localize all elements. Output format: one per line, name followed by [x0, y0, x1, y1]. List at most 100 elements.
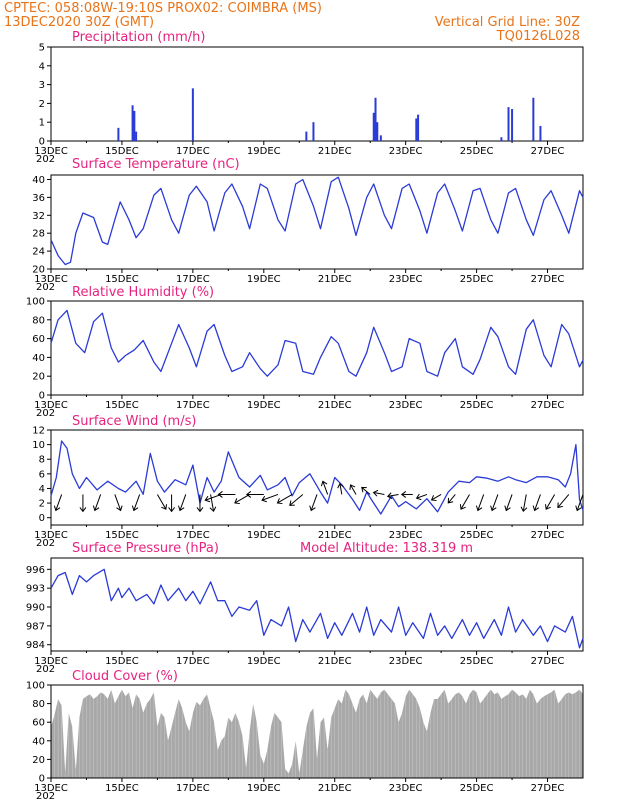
- wind-arrow: [114, 494, 122, 511]
- precip-xtick-label: 17DEC: [176, 146, 210, 157]
- wind-arrow-head: [196, 507, 204, 513]
- cloud-ytick-label: 40: [32, 736, 45, 747]
- precip-ytick-label: 2: [39, 99, 45, 110]
- pres-year-label: 202: [36, 664, 55, 675]
- wind-arrow-head: [361, 486, 367, 493]
- precip-year-label: 202: [36, 154, 55, 165]
- temp-ytick-label: 20: [32, 265, 45, 276]
- wind-xtick-label: 25DEC: [460, 530, 494, 541]
- wind-xtick-label: 23DEC: [389, 530, 423, 541]
- temp-xtick-label: 23DEC: [389, 274, 423, 285]
- precip-ytick-label: 4: [39, 61, 45, 72]
- precip-bar: [539, 125, 542, 141]
- cloud-xtick-label: 27DEC: [531, 783, 565, 794]
- precip-bar: [532, 97, 535, 141]
- temp-xtick-label: 27DEC: [531, 274, 565, 285]
- wind-arrow: [373, 492, 385, 495]
- wind-arrow: [505, 494, 513, 511]
- rh-xtick-label: 15DEC: [105, 400, 139, 411]
- wind-arrow: [557, 494, 570, 508]
- cloud-xtick-label: 21DEC: [318, 783, 352, 794]
- wind-arrow-head: [309, 505, 316, 512]
- cloud-frame-top: [50, 684, 584, 779]
- precip-xtick-label: 23DEC: [389, 146, 423, 157]
- rh-ytick-label: 0: [39, 391, 45, 402]
- cloud-ytick-label: 60: [32, 718, 45, 729]
- precip-bar: [415, 118, 418, 141]
- wind-arrow: [156, 494, 167, 510]
- precip-xtick-label: 25DEC: [460, 146, 494, 157]
- pres-ytick-label: 993: [26, 584, 45, 595]
- wind-xtick-label: 21DEC: [318, 530, 352, 541]
- header-station: CPTEC: 058:08W-19:10S PROX02: COIMBRA (M…: [4, 1, 322, 16]
- cloud-title: Cloud Cover (%): [72, 669, 178, 684]
- wind-arrow-head: [447, 497, 454, 504]
- wind-arrow: [289, 494, 304, 506]
- header-date: 13DEC2020 30Z (GMT): [4, 15, 154, 30]
- pres-line: [50, 568, 584, 649]
- wind-arrow-head: [372, 489, 379, 497]
- wind-arrow: [133, 494, 141, 511]
- precip-bar: [191, 88, 194, 141]
- precip-xtick-label: 27DEC: [531, 146, 565, 157]
- rh-ytick-label: 20: [32, 372, 45, 383]
- precip-bar: [133, 110, 136, 141]
- precip-bar: [135, 131, 138, 141]
- wind-arrow-head: [459, 504, 466, 510]
- rh-xtick-label: 19DEC: [247, 400, 281, 411]
- wind-arrow-head: [475, 505, 483, 512]
- header-model-code: TQ0126L028: [496, 29, 580, 44]
- rh-xtick-label: 13DEC: [34, 400, 68, 411]
- wind-year-label: 202: [36, 538, 55, 549]
- precip-xtick-label: 15DEC: [105, 146, 139, 157]
- precip-bar: [507, 107, 510, 141]
- wind-arrow: [361, 487, 371, 495]
- wind-ytick-label: 0: [39, 513, 45, 524]
- wind-title: Surface Wind (m/s): [72, 414, 196, 429]
- wind-arrow-head: [209, 506, 217, 513]
- wind-arrow-head: [532, 505, 540, 512]
- wind-arrow-head: [79, 507, 87, 513]
- rh-ytick-label: 40: [32, 353, 45, 364]
- precip-frame: [50, 46, 584, 142]
- rh-xtick-label: 17DEC: [176, 400, 210, 411]
- precip-ytick-label: 1: [39, 118, 45, 129]
- rh-title: Relative Humidity (%): [72, 285, 214, 300]
- rh-ytick-label: 60: [32, 334, 45, 345]
- wind-arrow: [310, 494, 318, 511]
- pres-xtick-label: 19DEC: [247, 656, 281, 667]
- rh-xtick-label: 27DEC: [531, 400, 565, 411]
- cloud-xtick-label: 19DEC: [247, 783, 281, 794]
- wind-ytick-label: 2: [39, 499, 45, 510]
- wind-arrow: [477, 494, 485, 511]
- pres-xtick-label: 25DEC: [460, 656, 494, 667]
- wind-arrow: [534, 494, 541, 511]
- wind-ytick-label: 8: [39, 455, 45, 466]
- temp-title: Surface Temperature (nC): [72, 157, 240, 172]
- model-altitude: Model Altitude: 138.319 m: [300, 541, 473, 556]
- wind-arrow-head: [116, 505, 123, 512]
- wind-arrow-head: [289, 500, 295, 506]
- wind-arrow: [522, 494, 527, 512]
- wind-arrow: [460, 494, 470, 510]
- wind-arrow-head: [415, 493, 422, 501]
- temp-xtick-label: 19DEC: [247, 274, 281, 285]
- wind-arrow-head: [92, 505, 100, 512]
- precip-bar: [305, 131, 308, 141]
- temp-ytick-label: 28: [32, 229, 45, 240]
- wind-ytick-label: 12: [32, 426, 45, 437]
- wind-arrow-head: [261, 495, 267, 503]
- pres-xtick-label: 27DEC: [531, 656, 565, 667]
- wind-arrow-head: [276, 498, 283, 505]
- wind-arrow-head: [545, 504, 551, 510]
- pres-xtick-label: 23DEC: [389, 656, 423, 667]
- temp-xtick-label: 17DEC: [176, 274, 210, 285]
- precip-bar: [372, 112, 375, 141]
- temp-year-label: 202: [36, 282, 55, 293]
- wind-arrow-head: [557, 502, 563, 509]
- pres-xtick-label: 17DEC: [176, 656, 210, 667]
- precip-xtick-label: 21DEC: [318, 146, 352, 157]
- precip-bar: [500, 137, 503, 141]
- pres-ytick-label: 990: [26, 603, 45, 614]
